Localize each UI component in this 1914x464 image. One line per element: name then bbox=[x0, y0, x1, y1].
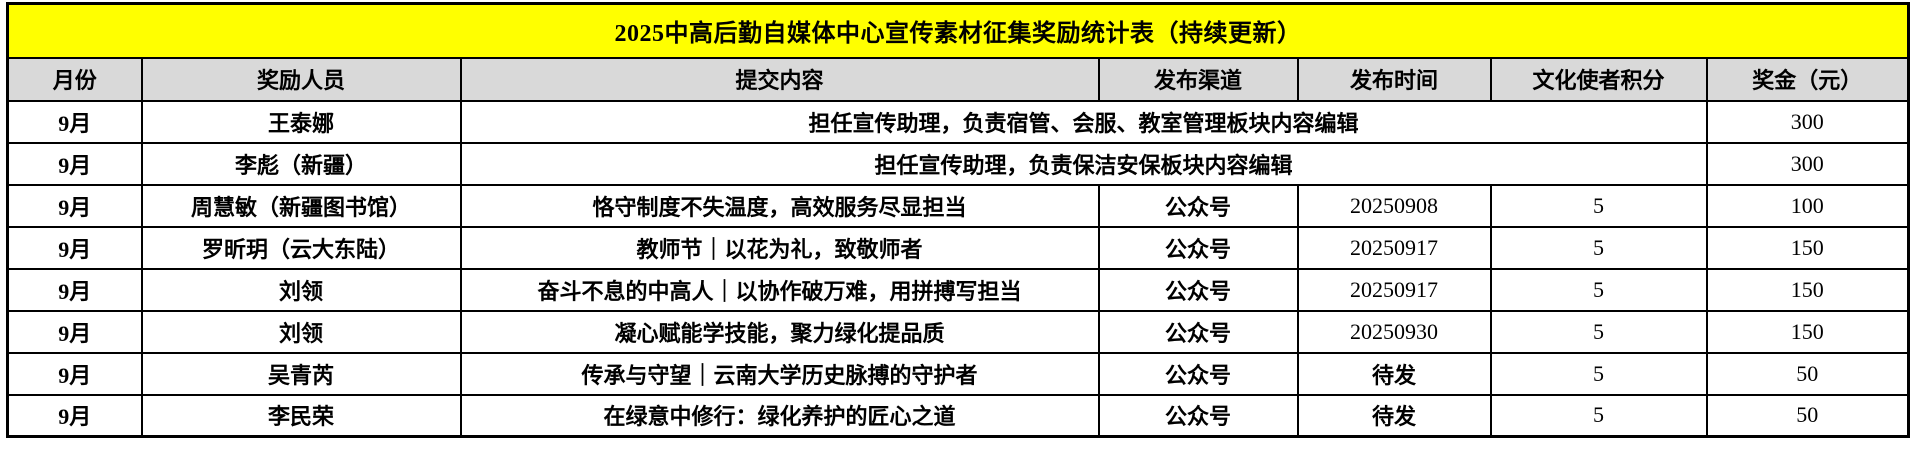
cell-points: 5 bbox=[1489, 393, 1708, 438]
cell-bonus: 150 bbox=[1705, 267, 1910, 312]
cell-person: 李民荣 bbox=[140, 393, 462, 438]
cell-person: 王泰娜 bbox=[140, 99, 462, 144]
cell-person: 李彪（新疆） bbox=[140, 141, 462, 186]
cell-content: 担任宣传助理，负责保洁安保板块内容编辑 bbox=[459, 141, 1708, 186]
table-row: 9月 吴青芮 传承与守望｜云南大学历史脉搏的守护者 公众号 待发 5 50 bbox=[6, 351, 1910, 396]
reward-statistics-table: 2025中高后勤自媒体中心宣传素材征集奖励统计表（持续更新） 月份 奖励人员 提… bbox=[6, 2, 1911, 438]
cell-points: 5 bbox=[1489, 225, 1708, 270]
cell-points: 5 bbox=[1489, 267, 1708, 312]
column-header-person: 奖励人员 bbox=[140, 56, 462, 102]
table-header-row: 月份 奖励人员 提交内容 发布渠道 发布时间 文化使者积分 奖金（元） bbox=[6, 56, 1910, 102]
table-row: 9月 李民荣 在绿意中修行：绿化养护的匠心之道 公众号 待发 5 50 bbox=[6, 393, 1910, 438]
cell-content: 传承与守望｜云南大学历史脉搏的守护者 bbox=[459, 351, 1100, 396]
cell-date: 20250930 bbox=[1296, 309, 1492, 354]
cell-content: 教师节｜以花为礼，致敬师者 bbox=[459, 225, 1100, 270]
cell-content: 在绿意中修行：绿化养护的匠心之道 bbox=[459, 393, 1100, 438]
cell-channel: 公众号 bbox=[1097, 393, 1299, 438]
cell-channel: 公众号 bbox=[1097, 351, 1299, 396]
cell-date: 待发 bbox=[1296, 351, 1492, 396]
cell-channel: 公众号 bbox=[1097, 225, 1299, 270]
cell-month: 9月 bbox=[6, 309, 143, 354]
cell-points: 5 bbox=[1489, 309, 1708, 354]
cell-month: 9月 bbox=[6, 393, 143, 438]
column-header-bonus: 奖金（元） bbox=[1705, 56, 1910, 102]
cell-person: 刘领 bbox=[140, 309, 462, 354]
cell-date: 20250908 bbox=[1296, 183, 1492, 228]
table-row: 9月 王泰娜 担任宣传助理，负责宿管、会服、教室管理板块内容编辑 300 bbox=[6, 99, 1910, 144]
cell-bonus: 100 bbox=[1705, 183, 1910, 228]
cell-content: 凝心赋能学技能，聚力绿化提品质 bbox=[459, 309, 1100, 354]
column-header-points: 文化使者积分 bbox=[1489, 56, 1708, 102]
cell-person: 周慧敏（新疆图书馆） bbox=[140, 183, 462, 228]
cell-person: 罗昕玥（云大东陆） bbox=[140, 225, 462, 270]
cell-person: 吴青芮 bbox=[140, 351, 462, 396]
cell-date: 待发 bbox=[1296, 393, 1492, 438]
cell-date: 20250917 bbox=[1296, 267, 1492, 312]
table-title-row: 2025中高后勤自媒体中心宣传素材征集奖励统计表（持续更新） bbox=[6, 2, 1910, 59]
cell-bonus: 300 bbox=[1705, 141, 1910, 186]
cell-content: 担任宣传助理，负责宿管、会服、教室管理板块内容编辑 bbox=[459, 99, 1708, 144]
table-row: 9月 李彪（新疆） 担任宣传助理，负责保洁安保板块内容编辑 300 bbox=[6, 141, 1910, 186]
cell-month: 9月 bbox=[6, 183, 143, 228]
cell-month: 9月 bbox=[6, 141, 143, 186]
cell-content: 恪守制度不失温度，高效服务尽显担当 bbox=[459, 183, 1100, 228]
column-header-date: 发布时间 bbox=[1296, 56, 1492, 102]
cell-month: 9月 bbox=[6, 225, 143, 270]
cell-bonus: 300 bbox=[1705, 99, 1910, 144]
cell-points: 5 bbox=[1489, 351, 1708, 396]
cell-month: 9月 bbox=[6, 99, 143, 144]
cell-month: 9月 bbox=[6, 351, 143, 396]
cell-bonus: 50 bbox=[1705, 393, 1910, 438]
column-header-month: 月份 bbox=[6, 56, 143, 102]
table-body: 9月 王泰娜 担任宣传助理，负责宿管、会服、教室管理板块内容编辑 300 9月 李彪（新疆… bbox=[6, 99, 1910, 438]
column-header-channel: 发布渠道 bbox=[1097, 56, 1299, 102]
cell-date: 20250917 bbox=[1296, 225, 1492, 270]
cell-content: 奋斗不息的中高人｜以协作破万难，用拼搏写担当 bbox=[459, 267, 1100, 312]
cell-points: 5 bbox=[1489, 183, 1708, 228]
cell-bonus: 50 bbox=[1705, 351, 1910, 396]
table-row: 9月 周慧敏（新疆图书馆） 恪守制度不失温度，高效服务尽显担当 公众号 20250908… bbox=[6, 183, 1910, 228]
cell-channel: 公众号 bbox=[1097, 309, 1299, 354]
table-row: 9月 刘领 奋斗不息的中高人｜以协作破万难，用拼搏写担当 公众号 20250917 5 15… bbox=[6, 267, 1910, 312]
cell-channel: 公众号 bbox=[1097, 267, 1299, 312]
table-title: 2025中高后勤自媒体中心宣传素材征集奖励统计表（持续更新） bbox=[6, 2, 1910, 59]
cell-bonus: 150 bbox=[1705, 225, 1910, 270]
cell-month: 9月 bbox=[6, 267, 143, 312]
column-header-content: 提交内容 bbox=[459, 56, 1100, 102]
table-row: 9月 刘领 凝心赋能学技能，聚力绿化提品质 公众号 20250930 5 150 bbox=[6, 309, 1910, 354]
cell-person: 刘领 bbox=[140, 267, 462, 312]
cell-bonus: 150 bbox=[1705, 309, 1910, 354]
table-row: 9月 罗昕玥（云大东陆） 教师节｜以花为礼，致敬师者 公众号 20250917 5 150 bbox=[6, 225, 1910, 270]
cell-channel: 公众号 bbox=[1097, 183, 1299, 228]
